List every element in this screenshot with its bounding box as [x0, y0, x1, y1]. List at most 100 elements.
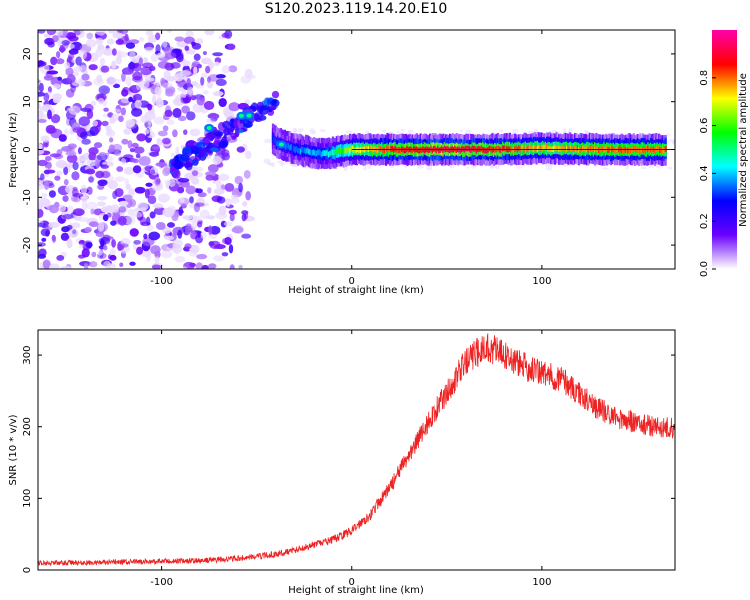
heatmap-cell	[182, 146, 192, 155]
heatmap-cell	[319, 129, 326, 133]
heatmap-cell	[179, 154, 190, 162]
heatmap-cell	[228, 209, 237, 215]
heatmap-cell	[50, 56, 58, 66]
heatmap-cell	[306, 147, 309, 154]
heatmap-cell	[343, 165, 348, 172]
heatmap-cell	[114, 176, 125, 182]
heatmap-cell	[144, 46, 155, 53]
heatmap-cell	[347, 146, 350, 153]
heatmap-cell	[112, 32, 124, 39]
heatmap-cell	[338, 147, 341, 154]
heatmap-cell	[38, 60, 47, 67]
heatmap-cell	[297, 147, 300, 154]
heatmap-cell	[436, 145, 440, 152]
heatmap-cell	[95, 30, 106, 36]
heatmap-cell	[90, 208, 95, 215]
heatmap-cell	[75, 56, 82, 66]
heatmap-cell	[129, 91, 134, 98]
heatmap-cell	[195, 38, 204, 45]
heatmap-cell	[43, 142, 49, 148]
heatmap-cell	[114, 151, 121, 157]
heatmap-cell	[464, 145, 468, 152]
heatmap-cell	[374, 146, 377, 152]
heatmap-cell	[78, 116, 90, 127]
heatmap-cell	[229, 264, 235, 269]
heatmap-cell	[228, 244, 234, 254]
spectrogram-y-tick-label: -10	[22, 189, 33, 205]
spectrogram-x-tick-label: 0	[349, 276, 355, 287]
heatmap-cell	[117, 243, 123, 251]
heatmap-cell	[333, 149, 336, 156]
heatmap-cell	[432, 146, 436, 152]
heatmap-cell	[63, 166, 69, 176]
heatmap-cell	[121, 72, 126, 82]
heatmap-cell	[615, 147, 618, 154]
heatmap-cell	[440, 145, 444, 152]
heatmap-cell	[212, 52, 223, 57]
heatmap-cell	[185, 185, 197, 195]
heatmap-cell	[214, 61, 220, 67]
heatmap-cell	[184, 45, 190, 51]
heatmap-cell	[179, 70, 191, 77]
heatmap-cell	[668, 139, 673, 142]
heatmap-cell	[71, 171, 80, 181]
heatmap-cell	[353, 147, 356, 153]
heatmap-cell	[530, 144, 533, 151]
heatmap-cell	[483, 147, 486, 154]
heatmap-cell	[138, 57, 143, 67]
heatmap-cell	[174, 255, 186, 263]
heatmap-cell	[44, 161, 52, 170]
heatmap-cell	[144, 188, 150, 199]
heatmap-cell	[70, 41, 83, 51]
heatmap-cell	[97, 201, 107, 207]
heatmap-cell	[438, 147, 441, 154]
heatmap-cell	[153, 206, 166, 216]
heatmap-cell	[435, 147, 438, 154]
heatmap-cell	[139, 36, 145, 42]
heatmap-cell	[454, 145, 457, 152]
heatmap-cell	[123, 128, 132, 135]
heatmap-cell	[134, 186, 146, 194]
heatmap-cell	[57, 76, 63, 81]
heatmap-cell	[56, 170, 63, 176]
heatmap-cell	[238, 113, 244, 118]
heatmap-cell	[625, 147, 629, 154]
heatmap-cell	[204, 30, 215, 36]
heatmap-cell	[43, 75, 54, 81]
heatmap-cell	[299, 148, 303, 155]
heatmap-cell	[232, 225, 244, 234]
heatmap-cell	[38, 248, 47, 257]
heatmap-cell	[496, 146, 500, 152]
heatmap-cell	[226, 127, 234, 136]
heatmap-cell	[621, 147, 625, 153]
heatmap-cell	[326, 149, 329, 156]
heatmap-cell	[111, 113, 120, 121]
heatmap-cell	[172, 242, 180, 252]
heatmap-cell	[193, 65, 198, 76]
heatmap-cell	[192, 158, 199, 166]
heatmap-cell	[317, 149, 320, 156]
heatmap-cell	[88, 176, 94, 183]
heatmap-cell	[383, 147, 386, 154]
heatmap-cell	[624, 147, 627, 153]
heatmap-cell	[100, 206, 111, 213]
heatmap-cell	[100, 65, 110, 73]
heatmap-cell	[86, 109, 94, 120]
heatmap-cell	[44, 180, 50, 191]
heatmap-cell	[62, 214, 74, 220]
heatmap-cell	[177, 178, 190, 183]
heatmap-cell	[68, 35, 79, 42]
heatmap-cell	[193, 53, 201, 61]
heatmap-cell	[190, 145, 196, 150]
heatmap-cell	[221, 252, 229, 257]
heatmap-cell	[206, 76, 211, 83]
heatmap-cell	[218, 173, 230, 182]
heatmap-cell	[109, 254, 117, 261]
heatmap-cell	[86, 32, 94, 40]
heatmap-cell	[105, 125, 110, 132]
heatmap-cell	[243, 169, 251, 179]
heatmap-cell	[55, 58, 65, 65]
heatmap-cell	[539, 145, 542, 152]
heatmap-cell	[562, 144, 565, 151]
heatmap-cell	[504, 146, 508, 152]
